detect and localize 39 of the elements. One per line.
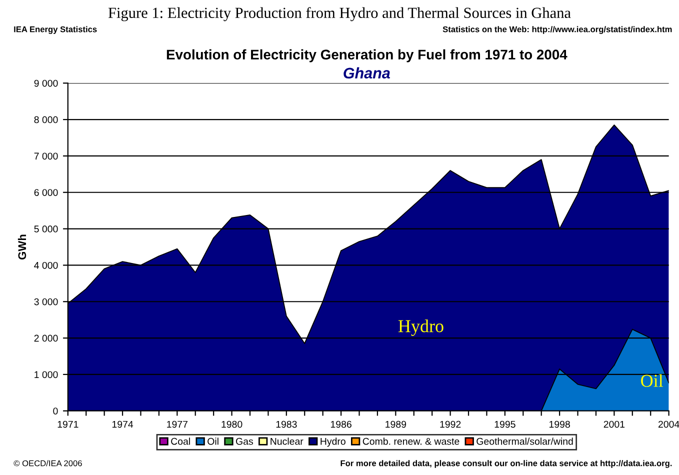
- y-tick-label: 8 000: [34, 116, 58, 124]
- x-tick-label: 1971: [58, 420, 78, 428]
- legend-label: Gas: [236, 438, 254, 445]
- text: IEA Energy Statistics: [14, 26, 97, 34]
- x-tick-label: 2001: [604, 420, 625, 428]
- x-tick-label: 1977: [167, 420, 188, 428]
- x-tick-label: 1989: [386, 420, 406, 428]
- x-tick-label: 1974: [112, 420, 134, 428]
- annotation: Hydro: [398, 320, 444, 336]
- legend-label: Oil: [208, 438, 218, 445]
- text: © OECD/IEA 2006: [14, 460, 82, 466]
- x-tick-label: 1986: [330, 420, 352, 428]
- x-tick-label: 1980: [222, 420, 242, 428]
- y-tick-label: 6 000: [34, 189, 58, 196]
- x-tick-label: 1998: [549, 420, 570, 428]
- legend-label: Hydro: [320, 438, 346, 447]
- chart-subtitle: Ghana: [344, 67, 390, 79]
- legend-label: Coal: [171, 438, 190, 445]
- legend-label: Geothermal/solar/wind: [476, 438, 573, 445]
- y-tick-label: 9 000: [34, 80, 58, 87]
- y-tick-label: 5 000: [34, 226, 58, 232]
- y-axis-title: GWh: [18, 234, 26, 260]
- legend-label: Nuclear: [270, 438, 304, 445]
- y-tick-label: 2 000: [34, 334, 58, 342]
- x-tick-label: 1992: [440, 420, 461, 428]
- y-tick-label: 0: [53, 408, 58, 414]
- legend-label: Comb. renew. & waste: [362, 438, 460, 445]
- x-tick-label: 1983: [276, 420, 297, 428]
- text: Statistics on the Web: http://www.iea.org/statist/index.htm: [442, 26, 672, 34]
- chart-title: Evolution of Electricity Generation by Fuel from 1971 to 2004: [166, 49, 568, 62]
- annotation: Oil: [641, 374, 664, 387]
- x-tick-label: 2004: [658, 420, 679, 428]
- caption: Figure 1: Electricity Production from Hydro and Thermal Sources in Ghana: [108, 7, 571, 22]
- text: For more detailed data, please consult our on-line data service at http://data.iea.org.: [340, 460, 672, 468]
- y-tick-label: 4 000: [34, 262, 58, 269]
- y-tick-label: 3 000: [34, 298, 58, 306]
- x-tick-label: 1995: [494, 420, 516, 428]
- y-tick-label: 1 000: [34, 371, 58, 378]
- y-tick-label: 7 000: [34, 152, 58, 160]
